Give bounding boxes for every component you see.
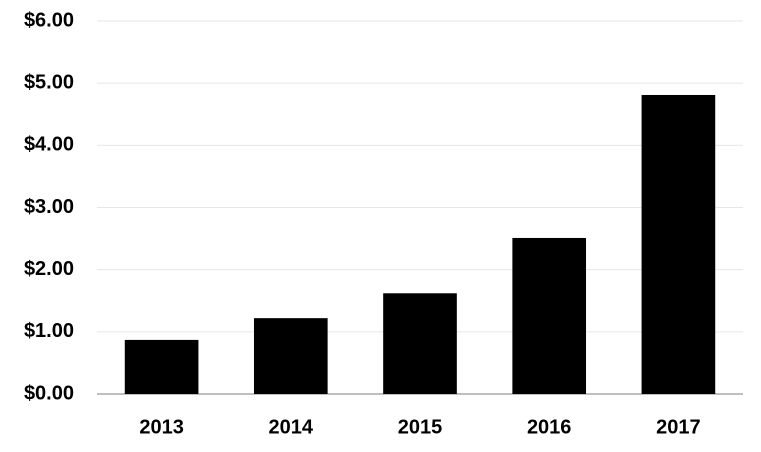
bar xyxy=(512,237,587,394)
bar xyxy=(253,318,328,394)
y-tick-label: $2.00 xyxy=(24,258,74,280)
y-tick-label: $6.00 xyxy=(24,9,74,31)
y-tick-label: $4.00 xyxy=(24,134,74,156)
x-tick-label: 2016 xyxy=(527,416,572,438)
bar xyxy=(383,293,457,394)
x-tick-label: 2013 xyxy=(139,416,184,438)
x-tick-label: 2014 xyxy=(269,416,314,438)
y-tick-label: $0.00 xyxy=(24,382,74,404)
y-tick-label: $3.00 xyxy=(24,196,74,218)
bar xyxy=(641,94,716,394)
x-tick-label: 2017 xyxy=(656,416,701,438)
y-tick-label: $1.00 xyxy=(24,320,74,342)
y-tick-label: $5.00 xyxy=(24,71,74,93)
x-tick-label: 2015 xyxy=(398,416,443,438)
bar xyxy=(124,339,199,394)
